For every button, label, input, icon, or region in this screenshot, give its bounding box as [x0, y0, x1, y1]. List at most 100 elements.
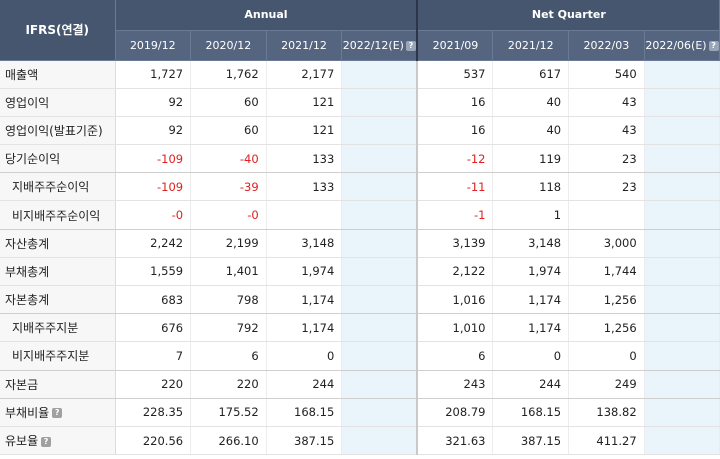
value-cell: 243 [417, 370, 494, 399]
value-cell: 118 [492, 172, 570, 202]
row-label-text: 매출액 [5, 67, 39, 82]
value-cell: 1,974 [266, 257, 343, 287]
value-cell: 60 [190, 88, 267, 117]
value-cell [341, 144, 419, 174]
value-cell [341, 257, 419, 287]
value-cell: 7 [115, 341, 192, 371]
table-row: 비지배주주순이익 -0 -0 -1 1 [0, 200, 720, 230]
value-cell: 1,762 [190, 60, 267, 89]
value-cell: 540 [568, 60, 645, 89]
value-cell: 60 [190, 116, 267, 146]
value-cell: 683 [115, 285, 192, 315]
value-cell: 92 [115, 88, 192, 117]
value-cell: 792 [190, 313, 267, 343]
table-row: 부채총계 1,559 1,401 1,974 2,122 1,974 1,744 [0, 257, 720, 287]
value-cell: 1,174 [266, 285, 343, 315]
help-icon[interactable]: ? [405, 40, 416, 51]
value-cell: -11 [417, 172, 494, 202]
period-header-annual-1: 2020/12 [190, 30, 267, 61]
row-label-text: 자본총계 [5, 293, 50, 308]
value-cell: 175.52 [190, 398, 267, 427]
value-cell [644, 313, 720, 343]
value-cell: 2,199 [190, 229, 267, 258]
help-icon[interactable]: ? [708, 40, 719, 51]
help-icon[interactable]: ? [41, 436, 52, 447]
value-cell: 6 [190, 341, 267, 371]
row-label: 부채비율? [0, 398, 116, 427]
value-cell [644, 257, 720, 287]
value-cell: 6 [417, 341, 494, 371]
value-cell: 1 [492, 200, 570, 230]
value-cell [644, 398, 720, 427]
value-cell: 2,122 [417, 257, 494, 287]
table-row: 지배주주지분 676 792 1,174 1,010 1,174 1,256 [0, 313, 720, 343]
period-label: 2019/12 [129, 38, 176, 52]
value-cell: 321.63 [417, 426, 494, 456]
value-cell: 16 [417, 116, 494, 146]
value-cell [266, 200, 343, 230]
value-cell: 3,139 [417, 229, 494, 258]
row-label-text: 자산총계 [5, 236, 50, 251]
value-cell [644, 60, 720, 89]
value-cell: 220 [115, 370, 192, 399]
value-cell [341, 200, 419, 230]
value-cell: 1,174 [492, 285, 570, 315]
value-cell [341, 116, 419, 146]
value-cell [341, 398, 419, 427]
value-cell [341, 60, 419, 89]
row-label: 지배주주순이익 [0, 172, 116, 202]
value-cell: 23 [568, 144, 645, 174]
value-cell: -109 [115, 144, 192, 174]
value-cell: 411.27 [568, 426, 645, 456]
net-quarter-group-header: Net Quarter [417, 0, 720, 31]
value-cell: 266.10 [190, 426, 267, 456]
value-cell: -1 [417, 200, 494, 230]
value-cell [341, 172, 419, 202]
value-cell: -39 [190, 172, 267, 202]
period-header-quarter-1: 2021/12 [492, 30, 570, 61]
value-cell: 119 [492, 144, 570, 174]
table-row: 당기순이익 -109 -40 133 -12 119 23 [0, 144, 720, 174]
value-cell: -0 [115, 200, 192, 230]
value-cell: 1,727 [115, 60, 192, 89]
period-label: 2021/12 [281, 38, 327, 52]
row-label-text: 비지배주주순이익 [12, 208, 101, 223]
row-label: 당기순이익 [0, 144, 116, 174]
period-header-annual-2: 2021/12 [266, 30, 343, 61]
value-cell: 43 [568, 116, 645, 146]
row-label-text: 지배주주지분 [12, 321, 79, 336]
value-cell: -0 [190, 200, 267, 230]
value-cell: 16 [417, 88, 494, 117]
value-cell [341, 313, 419, 343]
help-icon[interactable]: ? [52, 408, 63, 419]
row-label: 비지배주주순이익 [0, 200, 116, 230]
row-label-text: 당기순이익 [5, 152, 61, 167]
value-cell: 1,174 [492, 313, 570, 343]
row-label: 매출액 [0, 60, 116, 89]
value-cell [341, 88, 419, 117]
value-cell [644, 116, 720, 146]
value-cell [644, 172, 720, 202]
value-cell: 387.15 [266, 426, 343, 456]
value-cell: 0 [568, 341, 645, 371]
row-label: 영업이익 [0, 88, 116, 117]
value-cell: 249 [568, 370, 645, 399]
value-cell: 208.79 [417, 398, 494, 427]
value-cell: 1,010 [417, 313, 494, 343]
value-cell [644, 144, 720, 174]
value-cell: 537 [417, 60, 494, 89]
row-label-text: 비지배주주지분 [12, 349, 90, 364]
value-cell [568, 200, 645, 230]
value-cell [644, 370, 720, 399]
table-row: 자본총계 683 798 1,174 1,016 1,174 1,256 [0, 285, 720, 315]
value-cell: 3,148 [492, 229, 570, 258]
table-row: 비지배주주지분 7 6 0 6 0 0 [0, 341, 720, 371]
value-cell: 121 [266, 88, 343, 117]
value-cell: 1,974 [492, 257, 570, 287]
value-cell: 0 [492, 341, 570, 371]
value-cell [644, 88, 720, 117]
value-cell [644, 229, 720, 258]
value-cell: 1,401 [190, 257, 267, 287]
value-cell: 1,256 [568, 313, 645, 343]
period-header-annual-0: 2019/12 [115, 30, 192, 61]
